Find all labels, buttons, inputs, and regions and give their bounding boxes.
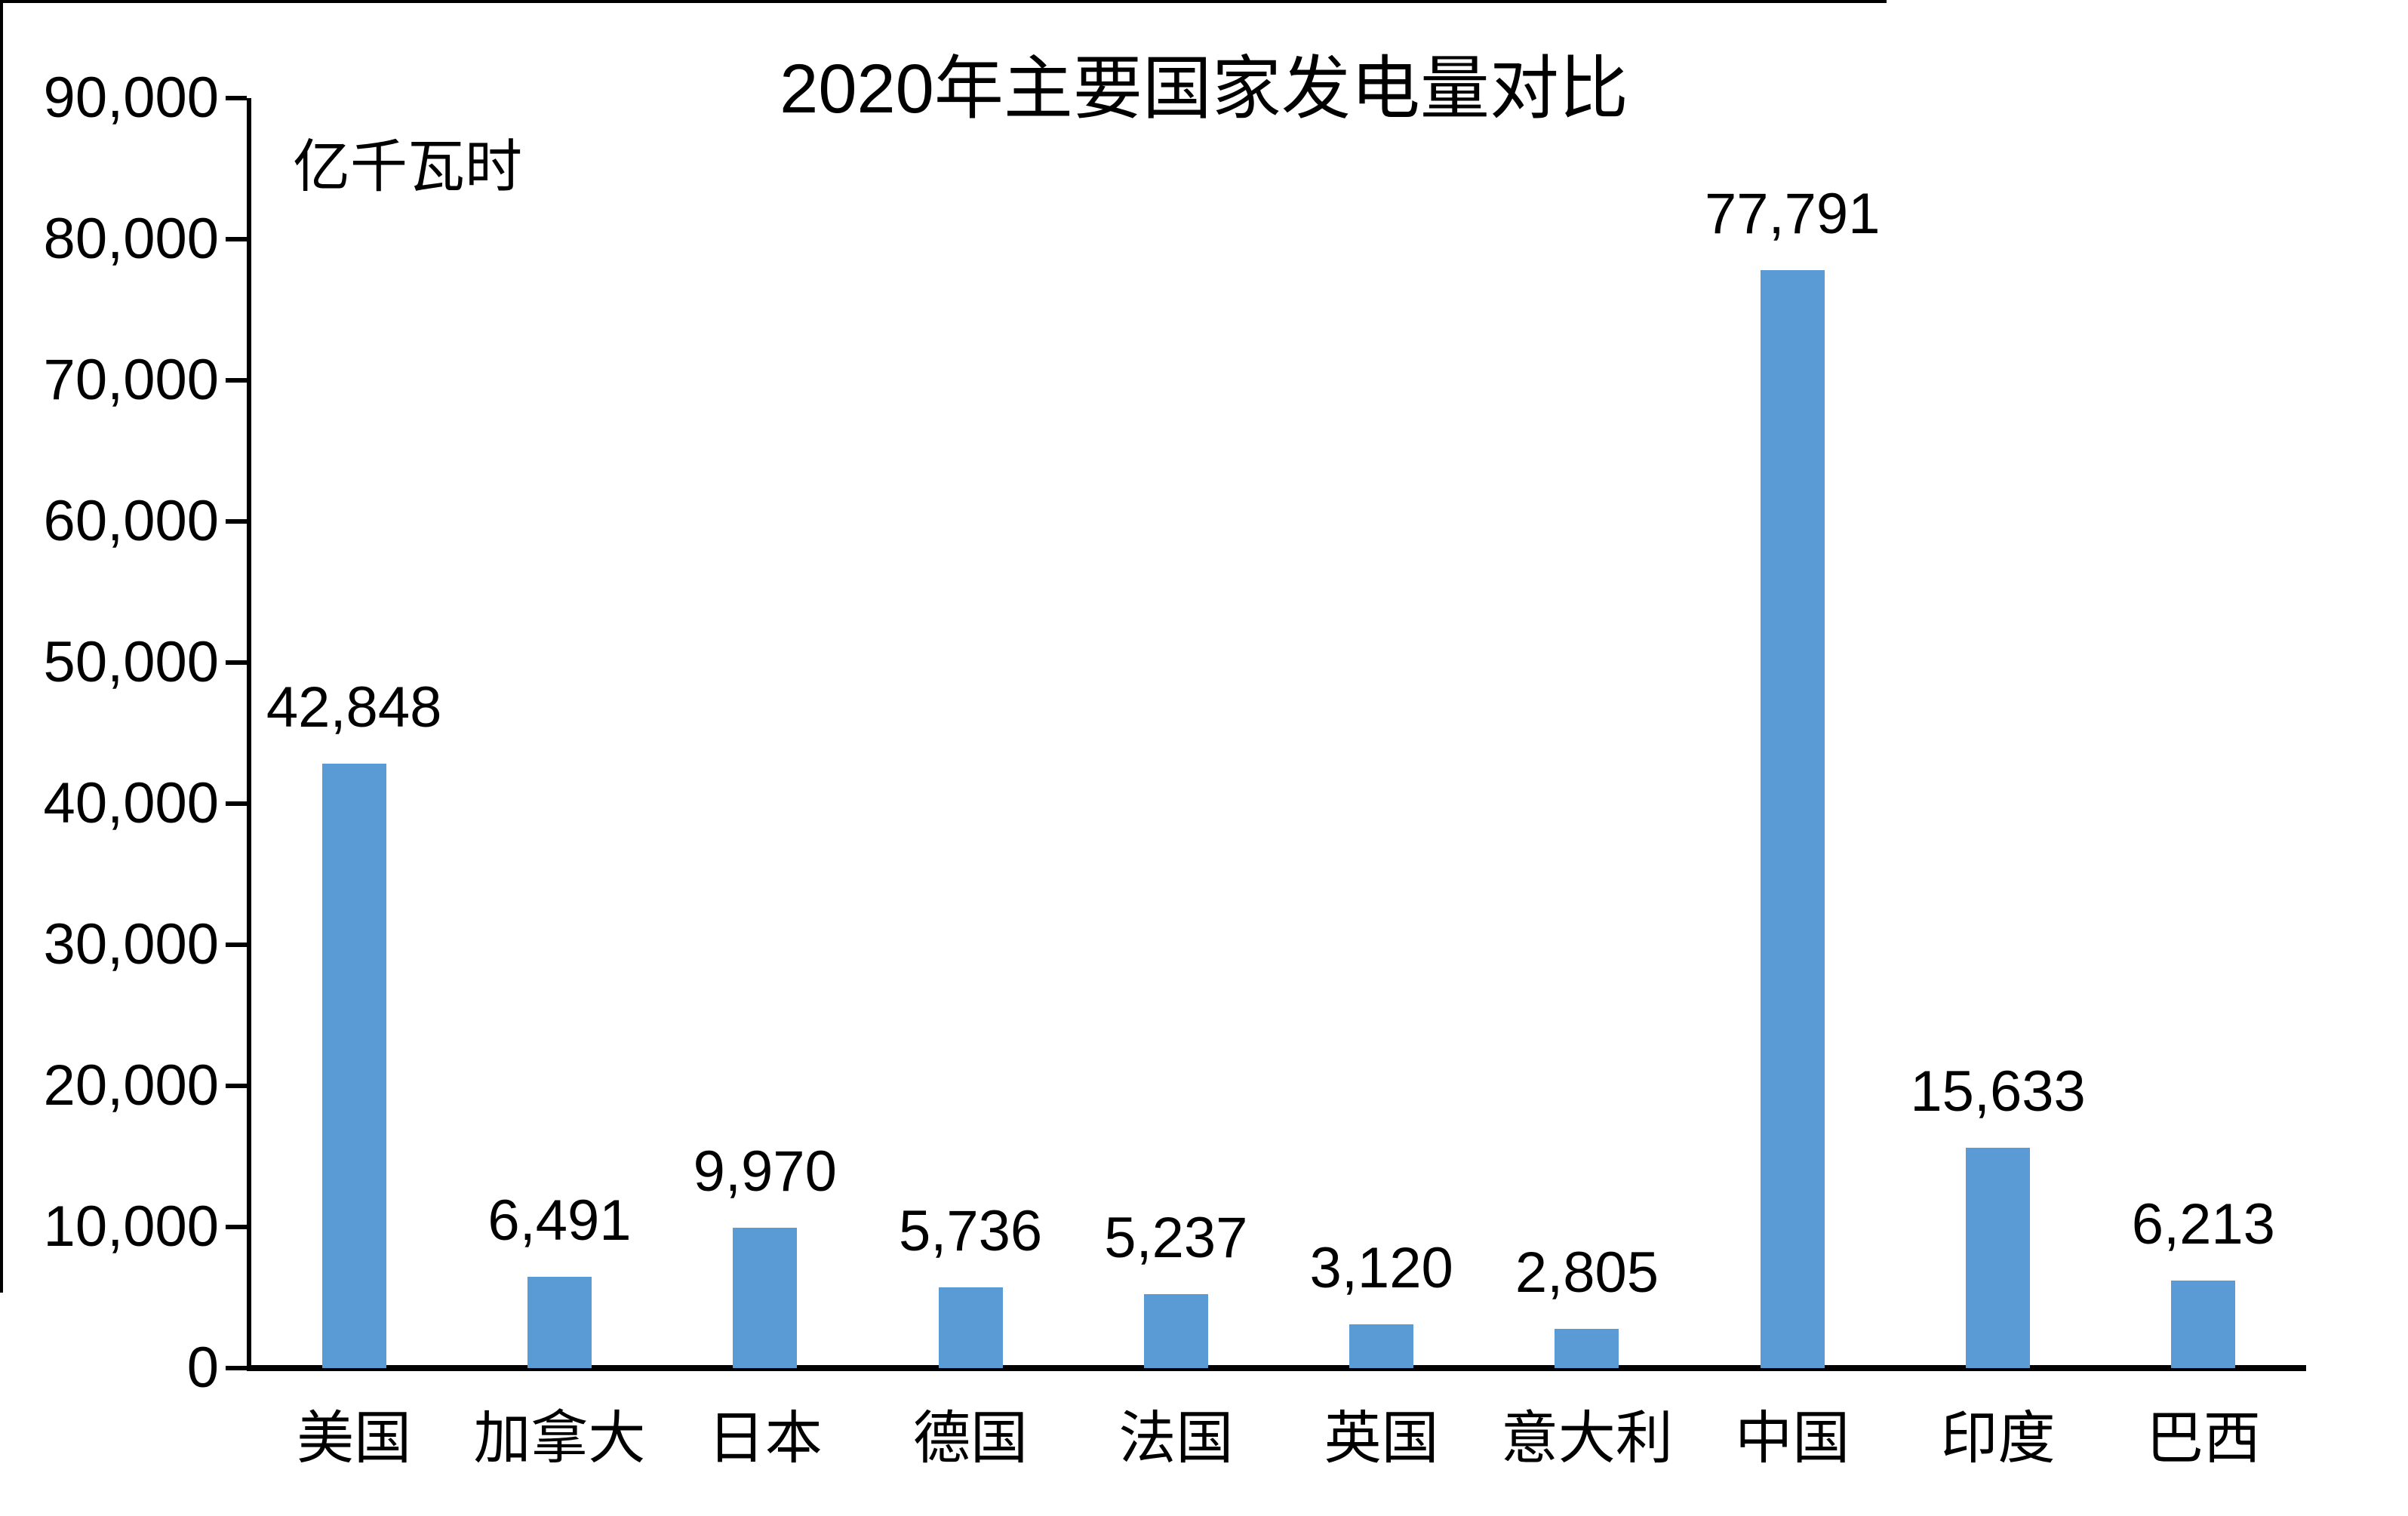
x-category-label: 巴西 <box>2145 1407 2261 1471</box>
x-category-label: 法国 <box>1118 1407 1234 1471</box>
y-axis-tick <box>226 1366 247 1370</box>
y-tick-label: 0 <box>186 1336 219 1400</box>
bar-value-label: 6,491 <box>487 1188 632 1253</box>
y-axis-unit-label: 亿千瓦时 <box>293 135 522 199</box>
y-axis-tick <box>226 1084 247 1088</box>
bar <box>938 1287 1003 1368</box>
x-category-label: 印度 <box>1940 1407 2056 1471</box>
y-axis-tick <box>226 1225 247 1229</box>
bar-value-label: 15,633 <box>1910 1059 2086 1124</box>
chart-title: 2020年主要国家发电量对比 <box>780 51 1628 128</box>
y-axis-tick <box>226 237 247 241</box>
x-category-label: 加拿大 <box>473 1407 646 1471</box>
y-tick-label: 20,000 <box>43 1053 219 1118</box>
x-category-label: 美国 <box>297 1407 412 1471</box>
bar <box>1966 1147 2031 1368</box>
y-tick-label: 10,000 <box>43 1195 219 1259</box>
y-axis-tick <box>226 378 247 383</box>
y-tick-label: 60,000 <box>43 489 219 553</box>
bar-value-label: 77,791 <box>1705 182 1881 247</box>
bar <box>1555 1328 1619 1368</box>
bar <box>733 1227 798 1368</box>
y-axis-tick <box>226 801 247 806</box>
y-axis-tick <box>226 660 247 665</box>
x-axis-line <box>247 1365 2306 1371</box>
y-axis-line <box>247 98 251 1371</box>
bar <box>1143 1294 1208 1368</box>
bar <box>1349 1324 1414 1368</box>
left-edge-line <box>0 0 3 1293</box>
x-category-label: 中国 <box>1735 1407 1850 1471</box>
y-axis-tick <box>226 519 247 524</box>
y-tick-label: 40,000 <box>43 771 219 835</box>
y-axis-tick <box>226 943 247 947</box>
y-tick-label: 80,000 <box>43 207 219 271</box>
y-tick-label: 30,000 <box>43 912 219 976</box>
bar-value-label: 5,237 <box>1104 1206 1248 1271</box>
bar <box>1760 270 1825 1368</box>
bar-value-label: 6,213 <box>2131 1192 2275 1256</box>
bar <box>321 763 386 1368</box>
y-tick-label: 50,000 <box>43 630 219 694</box>
bar <box>2171 1280 2236 1368</box>
x-category-label: 德国 <box>913 1407 1029 1471</box>
bar-value-label: 2,805 <box>1515 1240 1659 1305</box>
x-category-label: 意大利 <box>1500 1407 1673 1471</box>
x-category-label: 英国 <box>1324 1407 1439 1471</box>
bar <box>527 1276 592 1368</box>
bar-value-label: 42,848 <box>266 675 442 740</box>
bar-value-label: 9,970 <box>693 1139 837 1204</box>
top-edge-line <box>0 0 1887 3</box>
y-tick-label: 70,000 <box>43 348 219 412</box>
bar-value-label: 5,736 <box>898 1198 1043 1263</box>
bar-value-label: 3,120 <box>1309 1235 1453 1300</box>
y-tick-label: 90,000 <box>43 66 219 130</box>
y-axis-tick <box>226 96 247 100</box>
x-category-label: 日本 <box>707 1407 823 1471</box>
